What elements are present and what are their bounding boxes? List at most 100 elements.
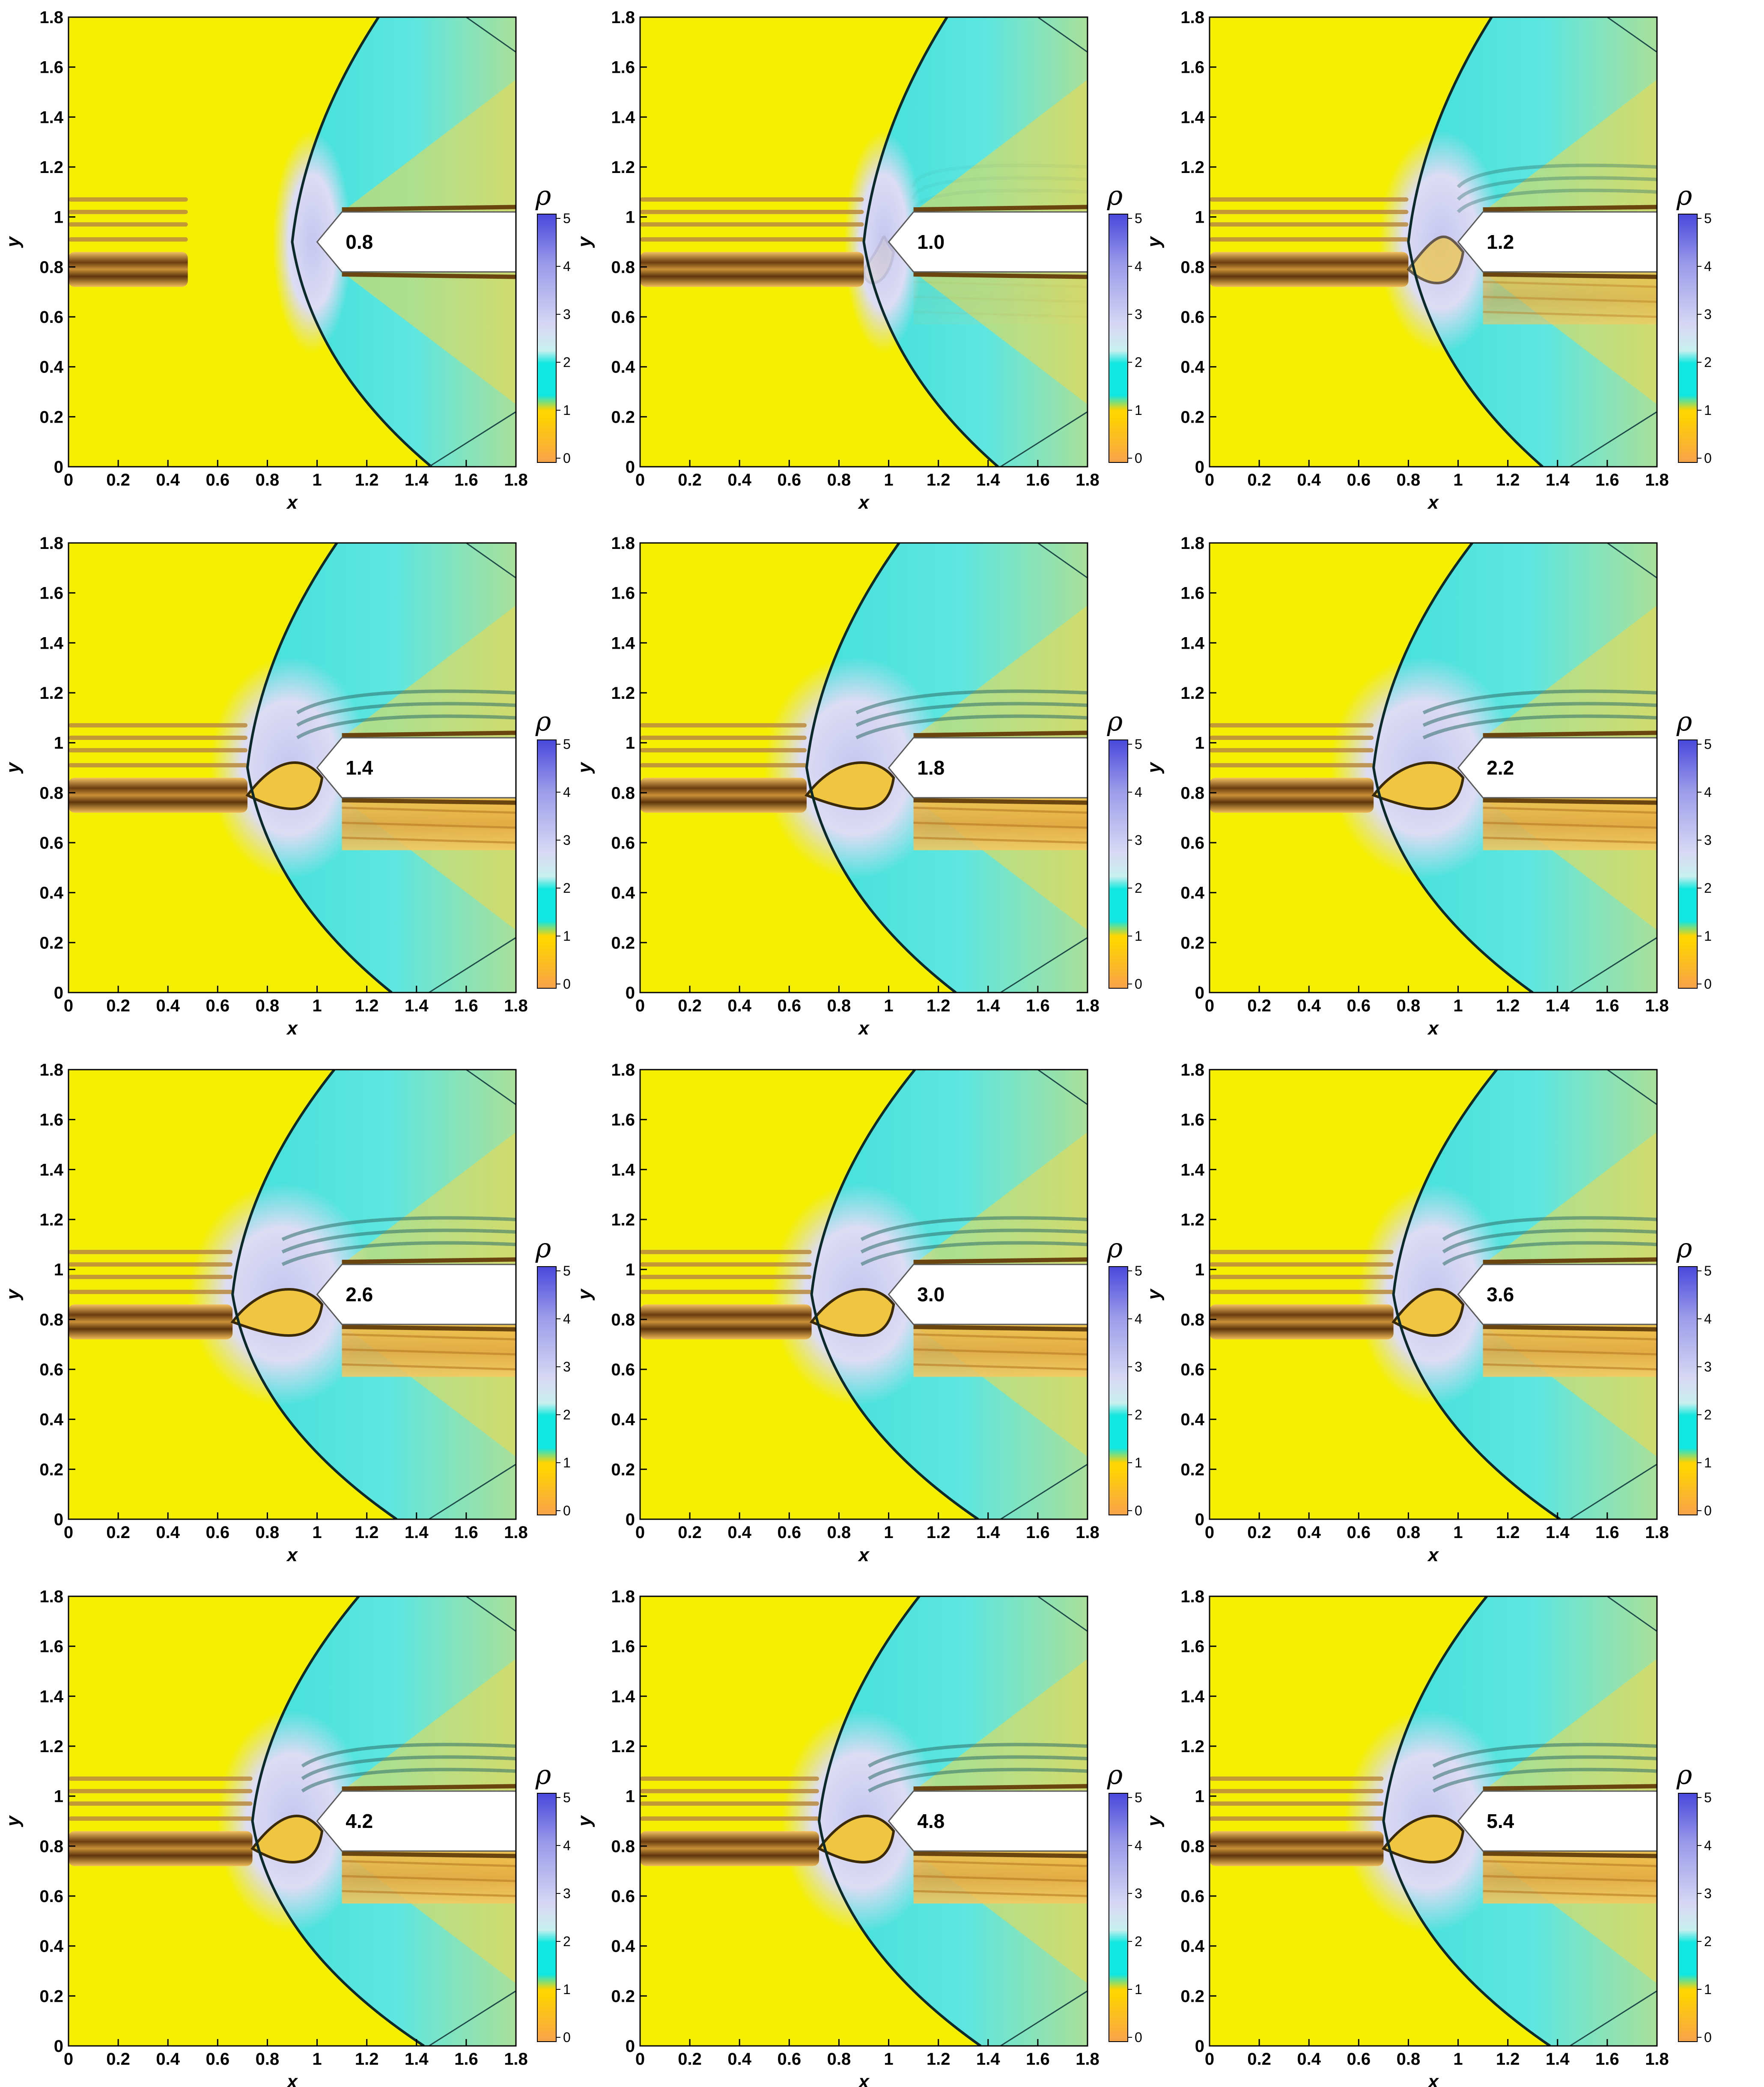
colorbar-label: ρ (1107, 1759, 1123, 1790)
colorbar-tick-label: 4 (1135, 259, 1142, 274)
panel-12: 5.4 0 0.2 0.4 0.6 0.8 1 1.2 1.4 1.6 1.8 0 0.2 0.4 0.6 0… (1144, 1587, 1712, 2087)
x-tick-label: 1 (884, 471, 893, 489)
x-tick-label: 0.6 (206, 471, 230, 489)
x-tick-label: 0.2 (1247, 996, 1271, 1015)
colorbar-tick-label: 1 (1135, 402, 1142, 418)
jet-core (1210, 778, 1374, 813)
colorbar-tick-label: 2 (1704, 1407, 1712, 1422)
colorbar-tick-label: 4 (1704, 1311, 1712, 1327)
x-tick-label: 0.4 (727, 996, 751, 1015)
y-tick-label: 1.2 (1180, 1210, 1204, 1229)
colorbar-tick-label: 2 (1135, 1934, 1142, 1949)
y-tick-label: 1.4 (39, 1687, 63, 1706)
x-tick-label: 0.6 (778, 471, 802, 489)
upper-shear-layer-1 (860, 1241, 1088, 1266)
y-tick-label: 0.8 (611, 1310, 635, 1329)
x-tick-label: 0.8 (827, 1523, 851, 1542)
wake-streak-3 (913, 1363, 1088, 1371)
jet-strip-4 (69, 237, 188, 242)
axes-frame (1209, 1069, 1658, 1520)
upper-shear-layer-1 (855, 714, 1088, 739)
bow-shock (291, 17, 432, 467)
wake-streak-2 (342, 1875, 516, 1882)
x-tick-label: 0.2 (678, 1523, 702, 1542)
colorbar-tick-label: 4 (1704, 784, 1712, 800)
y-tick-label: 0.2 (611, 933, 635, 952)
y-tick-label: 1.4 (1180, 108, 1204, 127)
interaction-bubble (805, 761, 895, 810)
x-tick-label: 1.4 (976, 1523, 1000, 1542)
x-tick-label: 1.6 (1026, 1523, 1050, 1542)
bow-shock (231, 1070, 398, 1519)
reflected-wave-upper (1037, 543, 1088, 578)
wake-streak-1 (913, 806, 1088, 814)
axes-frame (1209, 542, 1658, 993)
colorbar (1108, 1266, 1128, 1515)
wake-streak-1 (1483, 806, 1657, 814)
x-tick-label: 1.2 (927, 2050, 951, 2069)
x-axis-label: x (1427, 1544, 1439, 1565)
x-tick-label: 1 (1453, 1523, 1463, 1542)
upper-shear-layer-2 (1457, 176, 1657, 201)
x-tick-label: 0 (64, 471, 73, 489)
x-tick-label: 1.6 (454, 1523, 478, 1542)
colorbar-tick-label: 0 (1135, 1503, 1142, 1518)
y-tick-label: 0.4 (611, 1410, 635, 1429)
wake-streak-2 (913, 1348, 1088, 1356)
y-tick-label: 0 (1195, 458, 1204, 477)
colorbar-tick-label: 1 (1135, 1455, 1142, 1470)
y-tick-label: 0.4 (1180, 358, 1204, 377)
y-tick-label: 0.2 (1180, 933, 1204, 952)
x-tick-label: 1.2 (1496, 2050, 1520, 2069)
jet-strip-1 (1210, 1776, 1384, 1781)
wake-streak-3 (1483, 310, 1657, 318)
bow-shock (1382, 1596, 1551, 2046)
colorbar-label: ρ (535, 706, 551, 737)
plot-area: 4.8 (640, 1596, 1088, 2046)
y-tick-label: 1.4 (1180, 634, 1204, 653)
y-tick-label: 1.4 (39, 1160, 63, 1179)
colorbar-tick-label: 5 (1135, 1263, 1142, 1279)
upper-body-shear (913, 730, 1088, 738)
reflected-wave-upper (1037, 1070, 1088, 1105)
upper-shear-layer-2 (868, 1755, 1088, 1780)
y-tick-label: 0.6 (611, 308, 635, 327)
x-tick-label: 0.4 (1297, 471, 1321, 489)
body-wedge (888, 737, 1088, 799)
y-tick-label: 0.4 (611, 884, 635, 903)
y-tick-label: 0.4 (611, 358, 635, 377)
colorbar-label: ρ (535, 1759, 551, 1790)
y-tick-label: 1 (626, 208, 635, 227)
jet-strip-1 (640, 1249, 812, 1254)
x-tick-label: 0 (64, 1523, 73, 1542)
x-tick-label: 1.2 (355, 471, 379, 489)
jet-strip-4 (640, 237, 864, 242)
colorbar-tick-label: 3 (1135, 1886, 1142, 1901)
y-tick-label: 1.2 (611, 1210, 635, 1229)
wake-streak-1 (913, 1860, 1088, 1867)
axes-frame (639, 542, 1088, 993)
upper-shear-layer-2 (296, 702, 516, 727)
jet-strip-2 (640, 736, 807, 740)
x-tick-label: 1.4 (976, 471, 1000, 489)
x-tick-label: 0 (1205, 2050, 1214, 2069)
x-tick-label: 1.8 (1645, 996, 1669, 1015)
y-tick-label: 1.6 (39, 1637, 63, 1656)
upper-shear-layer-2 (1422, 702, 1657, 727)
y-tick-label: 0.2 (611, 1460, 635, 1479)
wake-streak-2 (342, 1348, 516, 1356)
upper-shear-layer-3 (860, 1216, 1088, 1241)
plot-area: 1.8 (640, 543, 1088, 993)
colorbar-tick-label: 4 (563, 1838, 571, 1853)
colorbar-tick-label: 1 (1704, 1982, 1712, 1997)
x-tick-label: 0.8 (1397, 471, 1421, 489)
x-tick-label: 0.4 (156, 996, 180, 1015)
colorbar-tick-label: 0 (1135, 450, 1142, 466)
upper-shear-layer-3 (855, 689, 1088, 715)
plot-area: 1.0 (640, 17, 1088, 467)
x-tick-label: 1.8 (1076, 1523, 1100, 1542)
upper-body-shear (342, 1784, 516, 1791)
y-tick-label: 1.6 (39, 584, 63, 603)
reflected-wave-lower (1000, 411, 1088, 467)
colorbar (537, 739, 557, 989)
